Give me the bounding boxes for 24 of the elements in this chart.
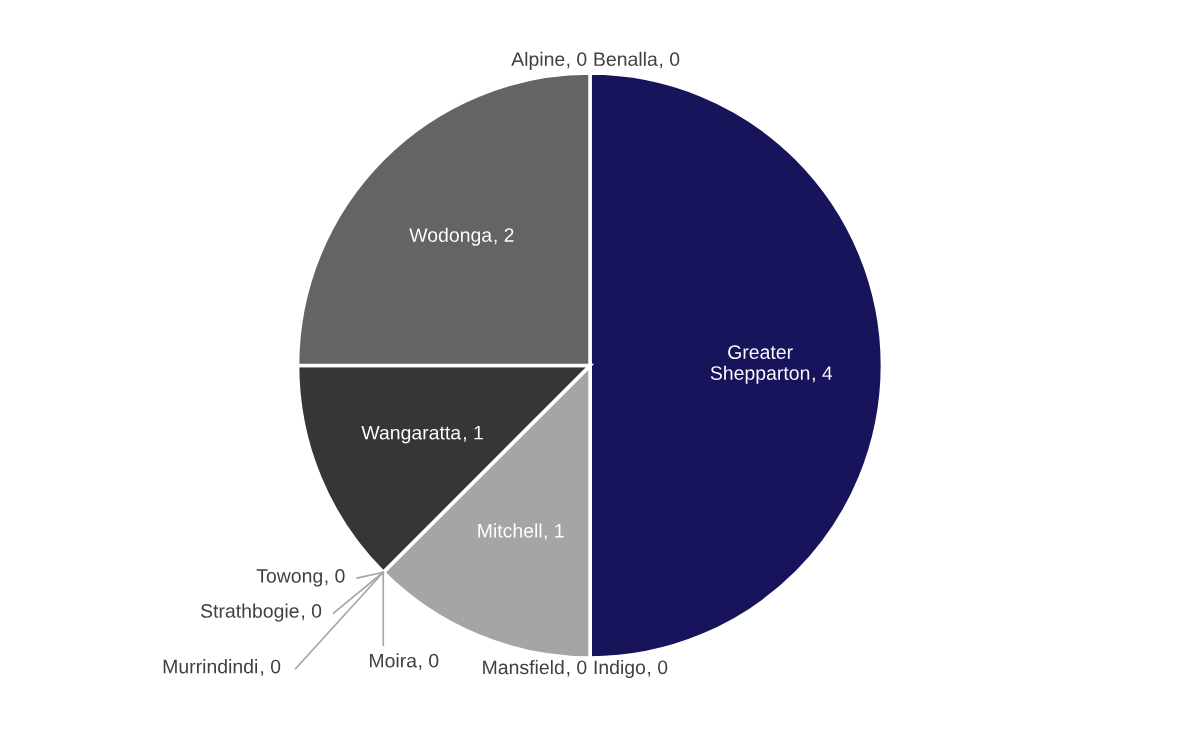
slice-label: Wangaratta (361, 425, 462, 444)
slice-label: Greater Shepparton (710, 345, 810, 384)
data-label: , 1 (463, 425, 483, 442)
text: , 0 (648, 660, 668, 677)
text: , 0 (261, 659, 281, 676)
data-label: , 2 (494, 228, 514, 245)
category-label: Moira (369, 653, 418, 668)
text: , 0 (419, 653, 439, 670)
category-label: Strathbogie (200, 603, 299, 622)
text: , 0 (567, 660, 587, 677)
data-label: , 1 (544, 524, 564, 540)
category-label: Indigo (594, 659, 646, 679)
text: , 0 (325, 568, 345, 586)
category-label: Murrindindi (163, 659, 258, 674)
text: , 0 (302, 604, 322, 621)
data-label: , 4 (812, 366, 833, 383)
category-label: Benalla (594, 51, 658, 67)
text: , 0 (567, 52, 587, 69)
category-label: Alpine (511, 51, 565, 70)
slice-label: Mitchell (478, 523, 542, 538)
category-label: Mansfield (483, 659, 564, 675)
legend-label: Towong (256, 569, 322, 587)
slice-label: Wodonga (409, 227, 493, 246)
text: , 0 (660, 52, 680, 69)
